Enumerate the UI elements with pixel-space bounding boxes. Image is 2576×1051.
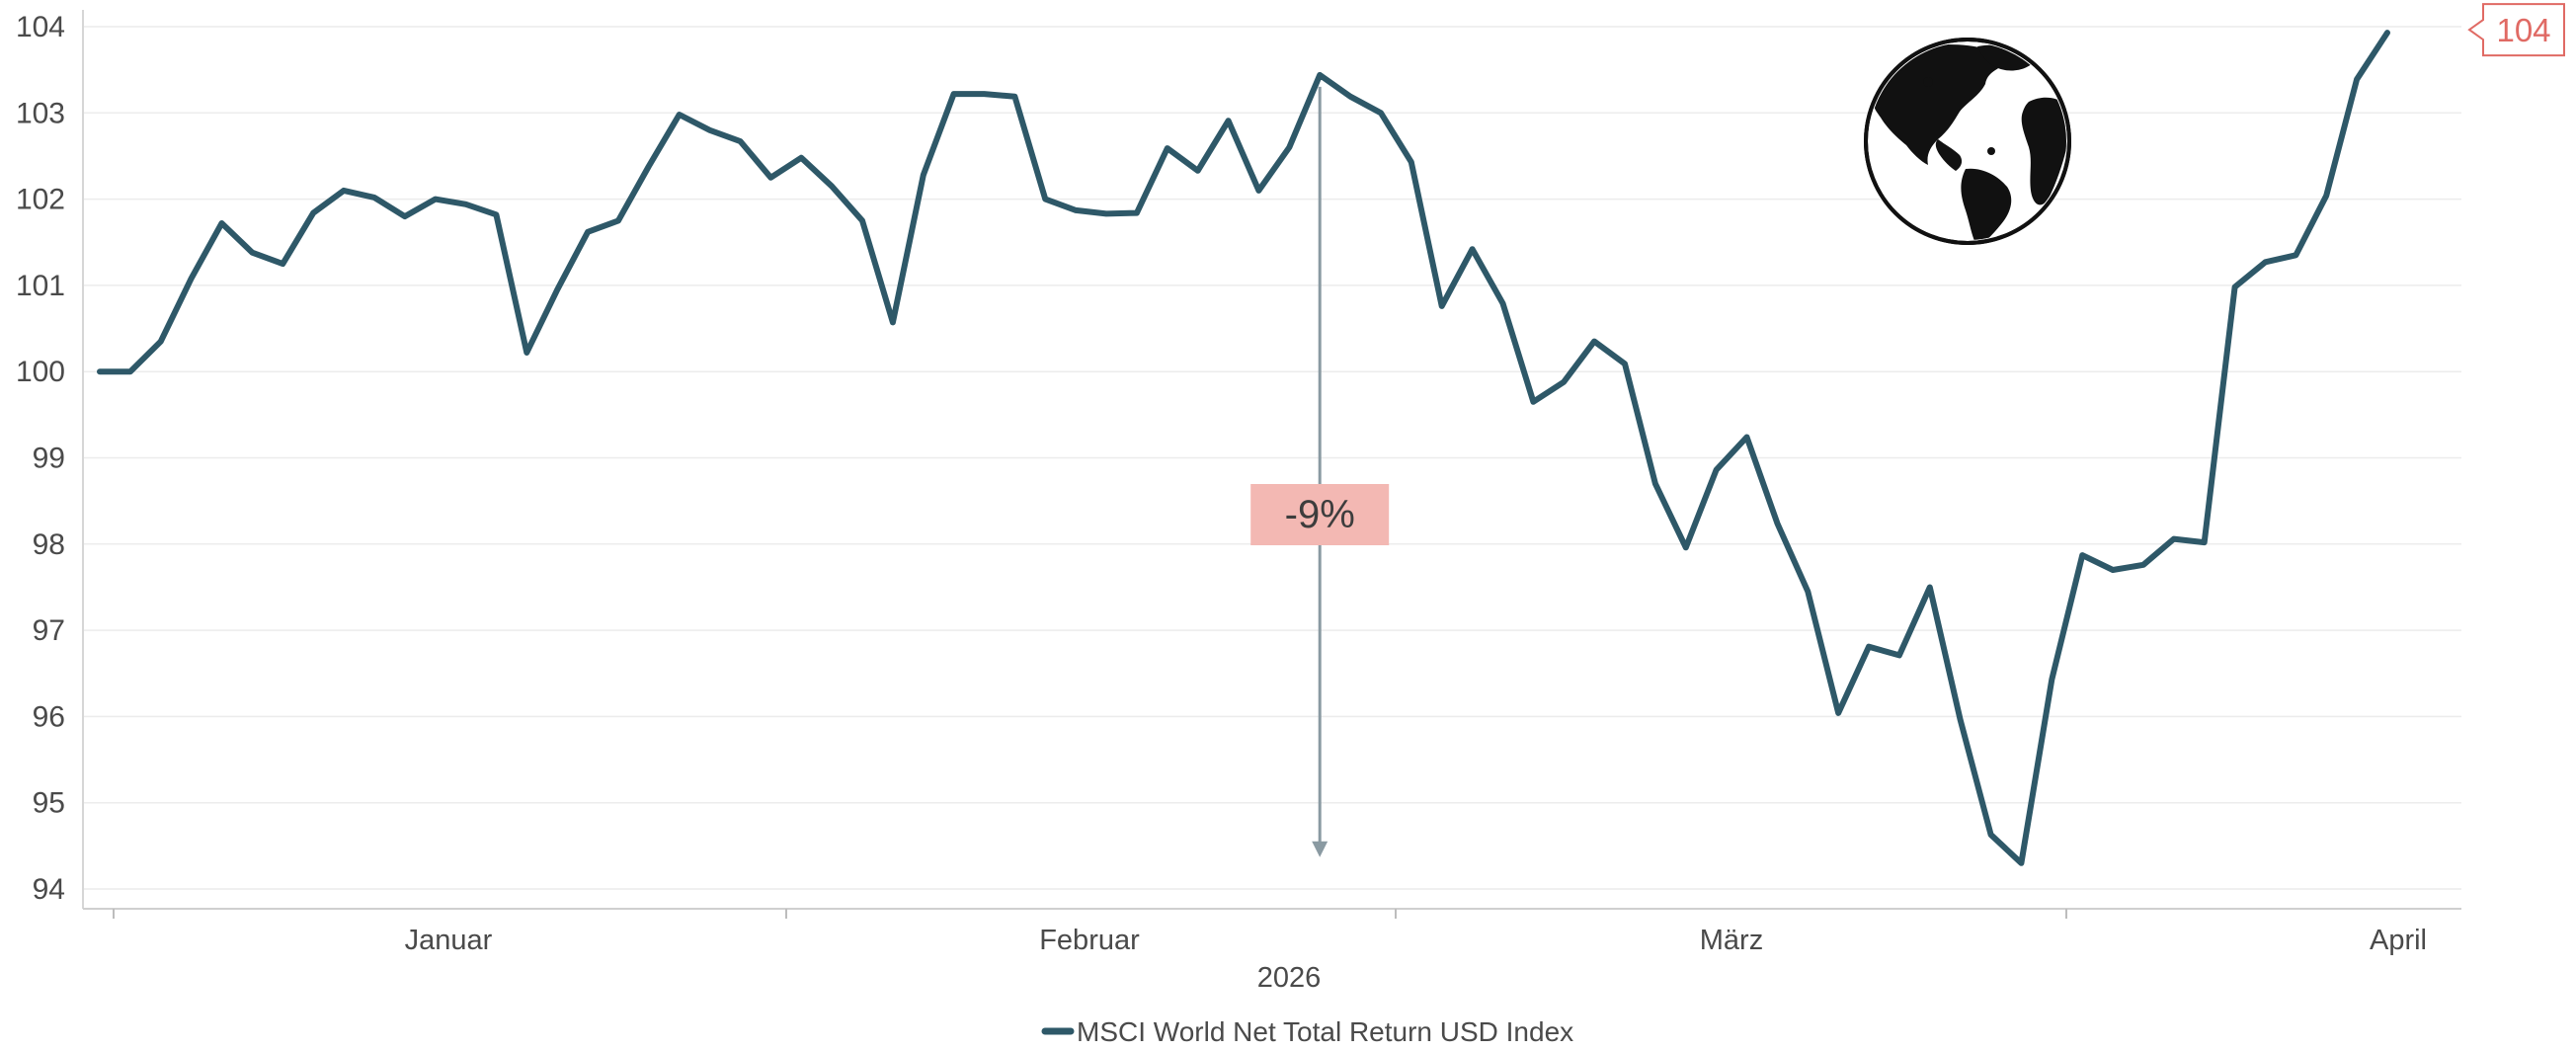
legend-label: MSCI World Net Total Return USD Index [1077, 1016, 1573, 1046]
x-tick-labels: Januar Februar März April [113, 909, 2427, 956]
y-tick-label: 101 [16, 270, 65, 302]
axes [82, 10, 2461, 910]
legend: MSCI World Net Total Return USD Index [1041, 1016, 1573, 1047]
last-value-callout: 104 [2467, 3, 2565, 57]
y-tick-labels: 94 95 96 97 98 99 100 101 102 103 104 [16, 11, 65, 906]
x-tick-label: April [2370, 925, 2427, 956]
drawdown-label-box [1250, 484, 1390, 545]
y-tick-label: 94 [33, 873, 65, 906]
y-tick-label: 103 [16, 97, 65, 129]
drawdown-label: -9% [1285, 493, 1355, 536]
y-tick-label: 100 [16, 356, 65, 388]
y-tick-label: 102 [16, 184, 65, 216]
y-tick-label: 104 [16, 11, 65, 43]
x-axis-title: 2026 [1257, 962, 1322, 994]
last-value-callout-box [2467, 3, 2565, 57]
x-tick-label: März [1700, 925, 1763, 956]
y-tick-label: 96 [33, 700, 65, 733]
x-tick-label: Februar [1039, 925, 1140, 956]
y-tick-label: 95 [33, 787, 65, 820]
y-tick-label: 99 [33, 443, 65, 475]
x-tick-label: Januar [405, 925, 493, 956]
gridlines [83, 26, 2461, 890]
last-value-label: 104 [2496, 12, 2550, 48]
globe-icon [1864, 38, 2071, 245]
drawdown-arrow-head [1312, 841, 1328, 857]
y-tick-label: 97 [33, 614, 65, 647]
series-line-msci-world [97, 30, 2390, 866]
y-tick-label: 98 [33, 528, 65, 561]
drawdown-annotation: -9% [1250, 86, 1390, 857]
